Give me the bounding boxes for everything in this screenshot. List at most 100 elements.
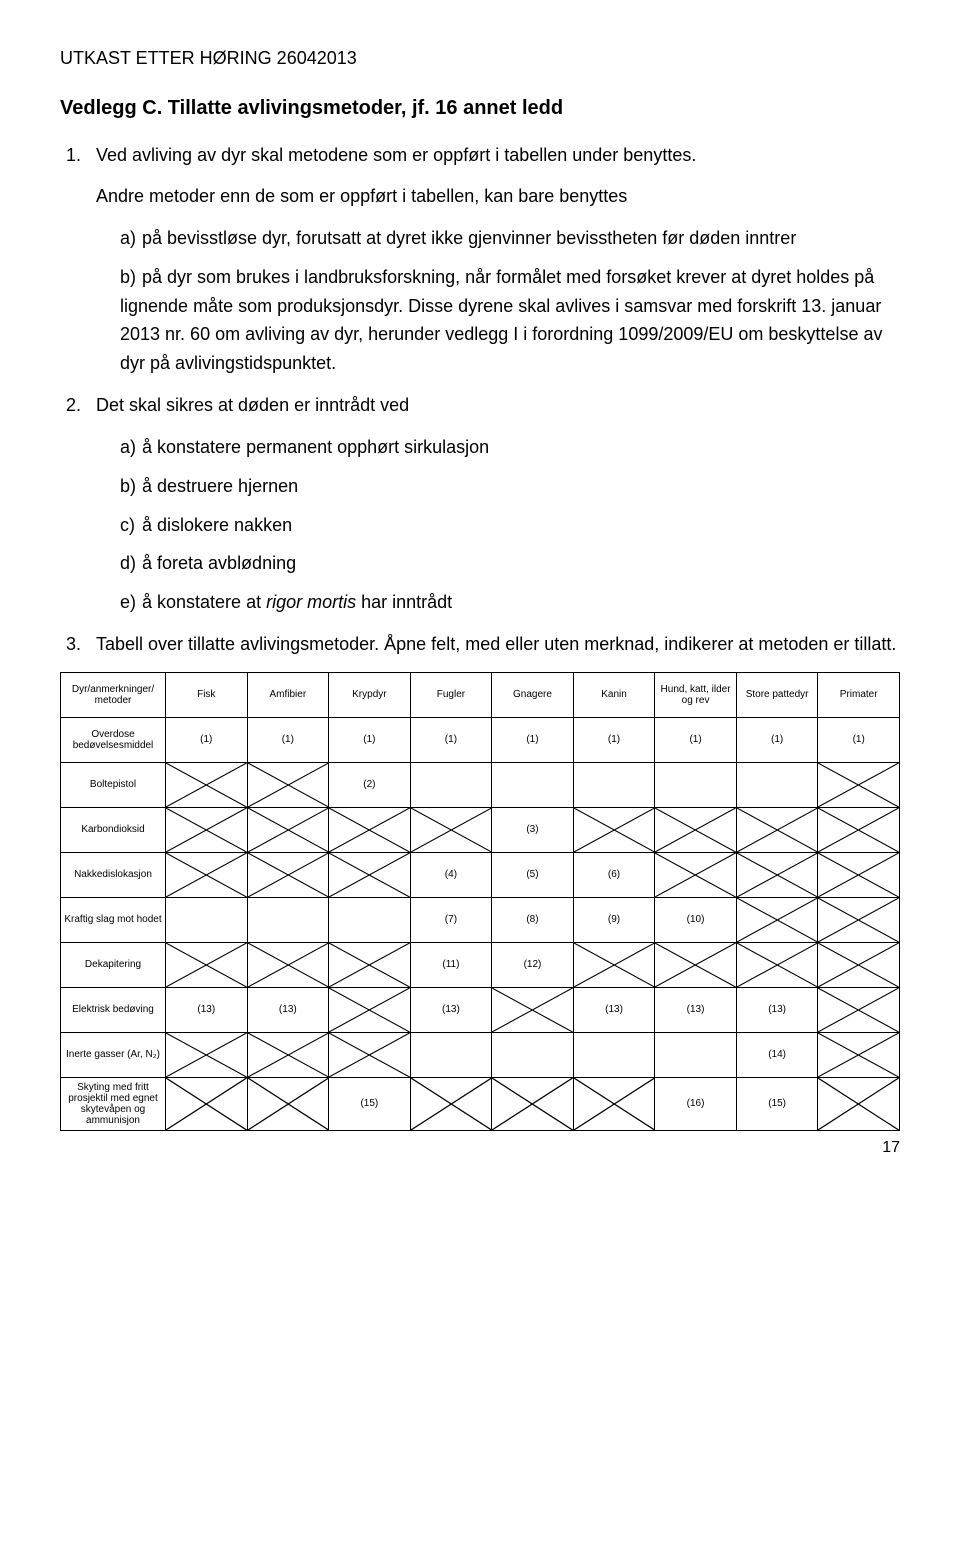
- table-cell: [166, 852, 248, 897]
- table-cell: [573, 807, 655, 852]
- item2-c: c)å dislokere nakken: [120, 511, 900, 540]
- table-cell: (1): [410, 717, 492, 762]
- table-header-row: Dyr/anmerkninger/ metoder Fisk Amfibier …: [61, 672, 900, 717]
- item1-a: a)på bevisstløse dyr, forutsatt at dyret…: [120, 224, 900, 253]
- table-cell: [329, 852, 411, 897]
- col-header: Krypdyr: [329, 672, 411, 717]
- page-number: 17: [60, 1139, 900, 1157]
- table-cell: [655, 942, 737, 987]
- table-cell: [166, 1077, 248, 1130]
- table-cell: [410, 1077, 492, 1130]
- item1-a-text: på bevisstløse dyr, forutsatt at dyret i…: [142, 228, 796, 248]
- table-cell: [166, 762, 248, 807]
- table-cell: (3): [492, 807, 574, 852]
- table-cell: [410, 807, 492, 852]
- col-header: Fugler: [410, 672, 492, 717]
- list-item-3: Tabell over tillatte avlivingsmetoder. Å…: [86, 631, 900, 658]
- item2-e-italic: rigor mortis: [266, 592, 356, 612]
- table-cell: [492, 1077, 574, 1130]
- table-body: Overdose bedøvelsesmiddel(1)(1)(1)(1)(1)…: [61, 717, 900, 1130]
- table-cell: (6): [573, 852, 655, 897]
- item3-lead: Tabell over tillatte avlivingsmetoder. Å…: [96, 631, 900, 658]
- table-row: Elektrisk bedøving(13)(13)(13)(13)(13)(1…: [61, 987, 900, 1032]
- table-cell: (16): [655, 1077, 737, 1130]
- table-cell: (11): [410, 942, 492, 987]
- col-header: Primater: [818, 672, 900, 717]
- table-cell: (1): [736, 717, 818, 762]
- table-cell: [329, 942, 411, 987]
- table-cell: [247, 1032, 329, 1077]
- col-header: Hund, katt, ilder og rev: [655, 672, 737, 717]
- table-cell: [166, 897, 248, 942]
- col-header: Amfibier: [247, 672, 329, 717]
- table-cell: (1): [329, 717, 411, 762]
- table-cell: [247, 1077, 329, 1130]
- item2-c-text: å dislokere nakken: [142, 515, 292, 535]
- table-cell: (1): [818, 717, 900, 762]
- table-cell: [492, 1032, 574, 1077]
- list-item-1: Ved avliving av dyr skal metodene som er…: [86, 142, 900, 378]
- table-cell: [329, 897, 411, 942]
- table-row: Skyting med fritt prosjektil med egnet s…: [61, 1077, 900, 1130]
- table-row: Boltepistol (2): [61, 762, 900, 807]
- col-header: Fisk: [166, 672, 248, 717]
- item2-lead: Det skal sikres at døden er inntrådt ved: [96, 392, 900, 419]
- table-cell: [655, 807, 737, 852]
- table-cell: [492, 987, 574, 1032]
- table-cell: [492, 762, 574, 807]
- table-cell: (1): [492, 717, 574, 762]
- table-cell: [410, 762, 492, 807]
- col-header-methods: Dyr/anmerkninger/ metoder: [61, 672, 166, 717]
- table-row: Nakkedislokasjon(4)(5)(6): [61, 852, 900, 897]
- table-cell: [247, 807, 329, 852]
- col-header: Kanin: [573, 672, 655, 717]
- table-cell: (13): [166, 987, 248, 1032]
- table-cell: [655, 852, 737, 897]
- table-cell: [247, 942, 329, 987]
- methods-table: Dyr/anmerkninger/ metoder Fisk Amfibier …: [60, 672, 900, 1131]
- table-cell: (13): [655, 987, 737, 1032]
- table-cell: [818, 807, 900, 852]
- row-label: Kraftig slag mot hodet: [61, 897, 166, 942]
- table-cell: (13): [247, 987, 329, 1032]
- table-cell: [818, 897, 900, 942]
- item2-e: e)å konstatere at rigor mortis har inntr…: [120, 588, 900, 617]
- table-cell: [818, 1077, 900, 1130]
- table-cell: [573, 1032, 655, 1077]
- table-cell: (1): [655, 717, 737, 762]
- table-cell: [329, 1032, 411, 1077]
- table-cell: [736, 852, 818, 897]
- table-cell: [736, 897, 818, 942]
- table-row: Overdose bedøvelsesmiddel(1)(1)(1)(1)(1)…: [61, 717, 900, 762]
- row-label: Boltepistol: [61, 762, 166, 807]
- table-row: Kraftig slag mot hodet(7)(8)(9)(10): [61, 897, 900, 942]
- table-row: Dekapitering (11)(12): [61, 942, 900, 987]
- row-label: Skyting med fritt prosjektil med egnet s…: [61, 1077, 166, 1130]
- item2-e-pre: å konstatere at: [142, 592, 266, 612]
- table-cell: (10): [655, 897, 737, 942]
- item2-b: b)å destruere hjernen: [120, 472, 900, 501]
- item1-para2: Andre metoder enn de som er oppført i ta…: [96, 183, 900, 210]
- page-title: Vedlegg C. Tillatte avlivingsmetoder, jf…: [60, 97, 900, 120]
- row-label: Dekapitering: [61, 942, 166, 987]
- table-cell: (13): [573, 987, 655, 1032]
- table-row: Karbondioksid(3): [61, 807, 900, 852]
- table-cell: (12): [492, 942, 574, 987]
- table-cell: [247, 762, 329, 807]
- table-cell: [329, 807, 411, 852]
- table-cell: (5): [492, 852, 574, 897]
- table-cell: [573, 942, 655, 987]
- table-cell: [329, 987, 411, 1032]
- table-cell: (1): [166, 717, 248, 762]
- table-cell: (2): [329, 762, 411, 807]
- table-cell: (8): [492, 897, 574, 942]
- row-label: Elektrisk bedøving: [61, 987, 166, 1032]
- item2-sublist: a)å konstatere permanent opphørt sirkula…: [96, 433, 900, 617]
- table-cell: (1): [573, 717, 655, 762]
- table-cell: [166, 807, 248, 852]
- table-cell: [247, 897, 329, 942]
- row-label: Inerte gasser (Ar, N₂): [61, 1032, 166, 1077]
- table-cell: [818, 852, 900, 897]
- item1-b: b)på dyr som brukes i landbruksforskning…: [120, 263, 900, 378]
- list-item-2: Det skal sikres at døden er inntrådt ved…: [86, 392, 900, 617]
